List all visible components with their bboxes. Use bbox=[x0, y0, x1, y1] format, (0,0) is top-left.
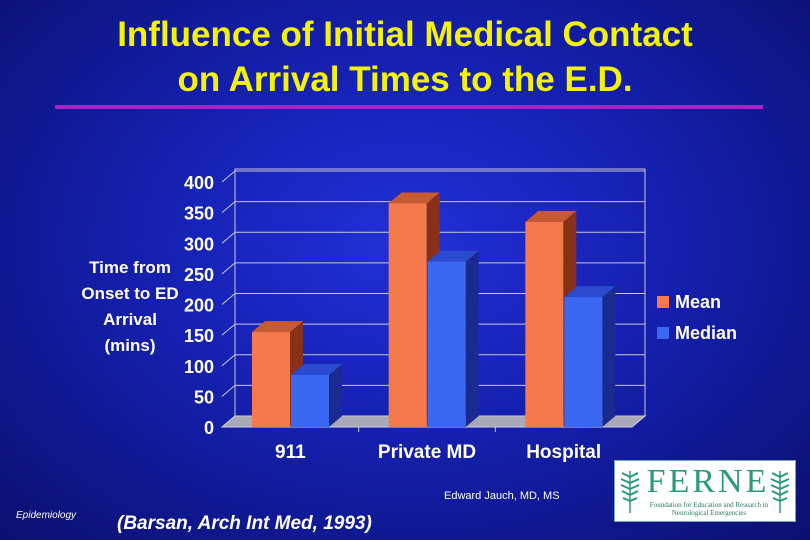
bar-private-md-median-side bbox=[465, 250, 479, 427]
legend-label-mean: Mean bbox=[675, 292, 722, 312]
gridline-400 bbox=[221, 170, 645, 183]
y-tick-label-400: 400 bbox=[184, 173, 214, 193]
fern-left-icon bbox=[620, 471, 640, 513]
y-tick-label-200: 200 bbox=[184, 296, 214, 316]
logo-subtitle: Foundation for Education and Research in… bbox=[649, 501, 769, 517]
title-line-1: Influence of Initial Medical Contact bbox=[117, 15, 693, 54]
y-tick-label-300: 300 bbox=[184, 234, 214, 254]
y-axis-label-line-4: (mins) bbox=[104, 336, 156, 355]
bar-hospital-median-side bbox=[602, 286, 616, 427]
logo-wordmark: FERNE bbox=[646, 463, 770, 500]
y-tick-label-350: 350 bbox=[184, 204, 214, 224]
bar-hospital-median-top bbox=[564, 286, 616, 298]
fern-right-icon bbox=[770, 471, 790, 513]
bar-hospital-mean bbox=[525, 221, 564, 427]
y-tick-label-150: 150 bbox=[184, 326, 214, 346]
x-tick-label-hospital: Hospital bbox=[526, 442, 601, 463]
y-axis-label-line-3: Arrival bbox=[103, 310, 157, 329]
author-credit: Edward Jauch, MD, MS bbox=[444, 490, 560, 502]
citation: (Barsan, Arch Int Med, 1993) bbox=[117, 513, 372, 534]
y-axis-label: Time from Onset to ED Arrival (mins) bbox=[70, 255, 190, 359]
bar-911-median-side bbox=[329, 363, 342, 427]
bar-911-mean bbox=[252, 332, 290, 427]
x-tick-label-911: 911 bbox=[275, 442, 306, 463]
y-axis-label-line-2: Onset to ED bbox=[81, 284, 179, 303]
legend-swatch-mean bbox=[657, 296, 669, 308]
y-tick-label-100: 100 bbox=[184, 357, 214, 377]
y-tick-label-50: 50 bbox=[194, 387, 214, 407]
bar-private-md-median bbox=[427, 261, 466, 427]
bar-private-md-mean bbox=[388, 203, 427, 427]
section-label: Epidemiology bbox=[16, 510, 77, 521]
x-tick-label-private-md: Private MD bbox=[378, 442, 476, 463]
y-axis-label-line-1: Time from bbox=[89, 258, 171, 277]
bar-911-median-top bbox=[291, 363, 342, 375]
slide-title: Influence of Initial Medical Contact on … bbox=[0, 12, 810, 102]
bar-private-md-median-top bbox=[427, 250, 479, 262]
bar-hospital-median bbox=[564, 297, 603, 427]
legend-label-median: Median bbox=[675, 323, 738, 343]
title-underline bbox=[55, 105, 763, 109]
bar-hospital-mean-top bbox=[525, 210, 577, 222]
bar-private-md-mean-top bbox=[388, 192, 440, 204]
ferne-logo: FERNE Foundation for Education and Resea… bbox=[614, 460, 796, 522]
y-tick-label-0: 0 bbox=[204, 418, 214, 438]
bar-911-mean-top bbox=[252, 321, 303, 333]
bar-911-median bbox=[291, 374, 329, 427]
y-tick-label-250: 250 bbox=[184, 265, 214, 285]
title-line-2: on Arrival Times to the E.D. bbox=[177, 60, 633, 99]
legend-swatch-median bbox=[657, 327, 669, 339]
